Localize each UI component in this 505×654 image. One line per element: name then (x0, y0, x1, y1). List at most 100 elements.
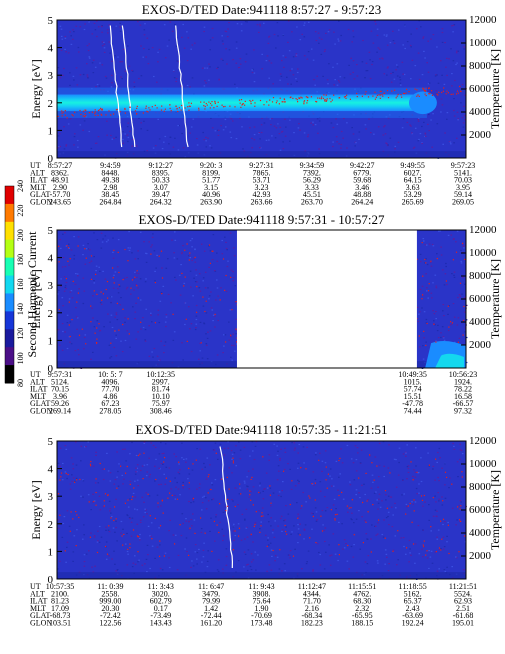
ephemeris-table: UT 10:57:35 11: 0:39 11: 3:43 11: 6:47 11: 9:… (30, 582, 477, 628)
temperature-tick-label: 12000 (469, 224, 497, 236)
low-energy-strip (57, 151, 466, 158)
spectrogram-panel-3: EXOS-D/TED Date:941118 10:57:35 - 11:21:… (29, 422, 502, 628)
ephemeris-row-label: MLT (30, 392, 46, 401)
ephemeris-row-label: ILAT (30, 597, 47, 606)
ephemeris-value: 11: 0:39 (97, 582, 123, 591)
spike-trace (219, 446, 234, 569)
ephemeris-value: 6027. (404, 168, 422, 177)
colorbar-tick-label: 100 (16, 352, 25, 364)
colorbar-tick-label: 180 (16, 254, 25, 266)
ephemeris-value: 50.33 (152, 176, 170, 185)
colorbar-tick-label: 220 (16, 205, 25, 217)
ephemeris-value: 3.63 (406, 183, 420, 192)
temperature-tick-label: 8000 (469, 270, 492, 282)
ephemeris-value: 39.47 (152, 190, 170, 199)
colorbar-tick-label: 200 (16, 229, 25, 241)
ephemeris-value: 75.64 (253, 597, 271, 606)
spike-trace (175, 25, 189, 148)
ephemeris-row-label: GLAT (30, 611, 51, 620)
ephemeris-row-label: MLT (30, 183, 46, 192)
ephemeris-value: 20.30 (101, 604, 119, 613)
ephemeris-value: -61.68 (453, 611, 474, 620)
ephemeris-value: 263.90 (200, 198, 222, 207)
ephemeris-value: 2100. (51, 589, 69, 598)
ephemeris-value: 3479. (202, 589, 220, 598)
ephemeris-value: 143.43 (150, 619, 172, 628)
ephemeris-value: 2.98 (103, 183, 117, 192)
ephemeris-value: 8448. (101, 168, 119, 177)
ephemeris-value: -72.44 (201, 611, 222, 620)
temperature-tick-label: 2000 (469, 129, 492, 141)
colorbar-frame (4, 185, 15, 384)
ephemeris-value: 7392. (303, 168, 321, 177)
ephemeris-value: 5524. (454, 589, 472, 598)
ephemeris-value: 48.91 (51, 176, 69, 185)
ephemeris-value: 192.24 (402, 619, 424, 628)
ephemeris-value: 4344. (303, 589, 321, 598)
ephemeris-value: 269.05 (452, 198, 474, 207)
energy-tick-label: 4 (48, 253, 54, 265)
ephemeris-value: 65.37 (404, 597, 422, 606)
ephemeris-value: 4.86 (103, 392, 117, 401)
ephemeris-value: 999.00 (99, 597, 121, 606)
ephemeris-value: 3.07 (154, 183, 168, 192)
ephemeris-table: UT 9:57:31 10: 5: 7 10:12:35 10:49:35 10:56:2… (30, 370, 477, 416)
colorbar-segment (5, 329, 14, 348)
ephemeris-value: -66.57 (453, 399, 474, 408)
ephemeris-value: 5141. (454, 168, 472, 177)
ephemeris-value: 10:56:23 (449, 370, 477, 379)
ephemeris-value: 3.96 (53, 392, 67, 401)
ephemeris-value: 269.14 (49, 407, 71, 416)
ephemeris-value: 75.97 (152, 399, 170, 408)
energy-tick-label: 5 (48, 436, 54, 448)
temperature-axis-label: Temperature [K] (488, 49, 502, 129)
ephemeris-value: 81.23 (51, 597, 69, 606)
ephemeris-value: -73.49 (150, 611, 171, 620)
energy-tick-label: 1 (48, 335, 54, 347)
ephemeris-value: 1.42 (204, 604, 218, 613)
ephemeris-row-label: UT (30, 161, 41, 170)
colorbar-segment (5, 293, 14, 312)
energy-tick-label: 1 (48, 125, 54, 137)
ephemeris-value: 17.09 (51, 604, 69, 613)
energy-tick-label: 0 (48, 363, 54, 375)
colorbar-segment (5, 275, 14, 294)
temperature-tick-label: 4000 (469, 106, 492, 118)
panel-title: EXOS-D/TED Date:941118 8:57:27 - 9:57:23 (142, 2, 382, 17)
ephemeris-value: 9:20: 3 (200, 161, 222, 170)
colorbar-tick-label: 140 (16, 303, 25, 315)
ephemeris-value: 195.01 (452, 619, 474, 628)
ephemeris-value: 77.70 (101, 385, 119, 394)
energy-axis-label: Energy [eV] (29, 59, 43, 118)
ephemeris-value: 9:34:59 (300, 161, 324, 170)
energy-axis-label: Energy [eV] (29, 480, 43, 539)
colorbar-segment (5, 221, 14, 241)
ephemeris-value: 53.71 (253, 176, 271, 185)
ephemeris-row-label: GLAT (30, 399, 51, 408)
ephemeris-value: 6779. (353, 168, 371, 177)
ephemeris-value: 264.24 (351, 198, 373, 207)
ephemeris-row-label: ALT (30, 377, 45, 386)
ephemeris-value: 188.15 (351, 619, 373, 628)
ephemeris-value: 38.45 (101, 190, 119, 199)
ephemeris-row-label: MLT (30, 604, 46, 613)
ephemeris-value: -47.78 (402, 399, 423, 408)
ephemeris-value: 59.68 (353, 176, 371, 185)
temperature-tick-label: 6000 (469, 293, 492, 305)
ephemeris-value: 11:15:51 (348, 582, 376, 591)
ephemeris-value: 1.90 (255, 604, 269, 613)
ephemeris-value: 9:49:55 (400, 161, 424, 170)
ephemeris-value: 59.14 (454, 190, 472, 199)
ephemeris-value: 11:12:47 (298, 582, 326, 591)
ephemeris-row-label: ALT (30, 589, 45, 598)
ephemeris-value: -63.69 (402, 611, 423, 620)
ephemeris-value: -65.95 (352, 611, 373, 620)
ephemeris-value: 10:12:35 (147, 370, 175, 379)
ephemeris-value: 9:57:31 (48, 370, 72, 379)
temperature-tick-label: 10000 (469, 458, 497, 470)
ephemeris-value: 68.30 (353, 597, 371, 606)
ephemeris-value: 182.23 (301, 619, 323, 628)
temperature-tick-label: 10000 (469, 37, 497, 49)
ephemeris-value: 9:27:31 (249, 161, 273, 170)
